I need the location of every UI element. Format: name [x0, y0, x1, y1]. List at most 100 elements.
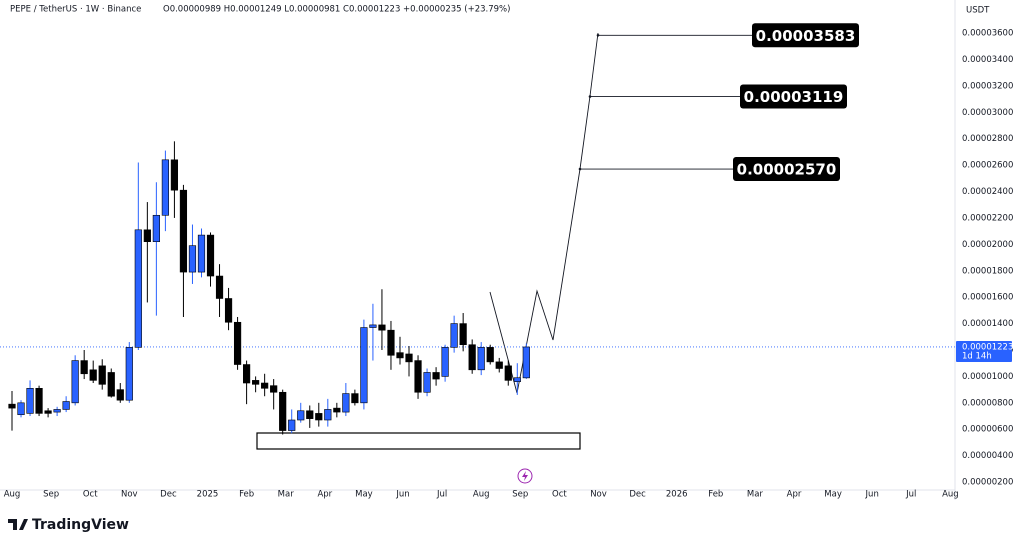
y-tick-label: 0.00002200 [962, 213, 1013, 223]
candle-body [405, 353, 413, 363]
x-tick-label: Aug [4, 490, 21, 500]
y-tick-label: 0.00000200 [962, 478, 1013, 488]
candle-body [486, 347, 494, 363]
candle-body [396, 352, 404, 359]
x-tick-label: Feb [239, 490, 254, 500]
candle-body [369, 324, 377, 328]
x-tick-label: Apr [787, 490, 802, 500]
candle-body [477, 347, 485, 371]
x-tick-label: Nov [590, 490, 607, 500]
candle-body [441, 347, 449, 377]
target-box [752, 23, 859, 48]
event-icon-bolt [522, 471, 528, 481]
candle-body [35, 388, 43, 414]
candle-body [17, 402, 25, 416]
x-tick-label: Apr [317, 490, 332, 500]
candle-body [44, 410, 52, 414]
price-tag-box [956, 340, 1012, 362]
brand: TradingView [32, 517, 129, 533]
y-tick-label: 0.00003400 [962, 55, 1013, 65]
price-tag-label: 0.00001223 [962, 342, 1013, 352]
y-tick-label: 0.00002600 [962, 161, 1013, 171]
candle-body [306, 410, 314, 419]
candle-body [215, 275, 224, 299]
candle-body [378, 324, 386, 331]
x-tick-label: Jun [395, 490, 409, 500]
candle-body [206, 234, 215, 277]
candle-body [8, 403, 16, 409]
y-tick-label: 0.00000600 [962, 425, 1013, 435]
y-tick-label: 0.00003600 [962, 29, 1013, 39]
candle-body [116, 389, 124, 401]
candle-body [297, 410, 305, 421]
x-tick-label: Dec [160, 490, 177, 500]
candle-body [98, 365, 106, 385]
candle-body [261, 382, 269, 389]
logo: TradingView [8, 517, 129, 533]
y-tick-label: 0.00000800 [962, 398, 1013, 408]
candle-body [279, 391, 287, 431]
price-tag-countdown: 1d 14h [962, 351, 992, 361]
x-tick-label: Sep [512, 490, 528, 500]
x-tick-label: Dec [629, 490, 646, 500]
x-tick-label: 2026 [666, 490, 688, 500]
candle-body [197, 234, 206, 273]
candle-body [188, 245, 197, 273]
candle-body [179, 189, 188, 273]
event-icon [517, 468, 533, 484]
x-tick-label: Oct [83, 490, 98, 500]
candle-body [522, 346, 530, 379]
candle-body [360, 327, 368, 404]
y-tick-label: 0.00002800 [962, 134, 1013, 144]
candle-body [432, 372, 440, 380]
candle-body [450, 323, 458, 348]
candle-body [224, 298, 233, 323]
candle-body [504, 365, 512, 381]
x-tick-label: Jun [865, 490, 879, 500]
support-zone [256, 432, 581, 450]
target-point [578, 167, 582, 171]
candle-body [53, 409, 61, 413]
target-point [596, 33, 600, 37]
candle-body [26, 388, 34, 414]
y-tick-label: 0.00001800 [962, 266, 1013, 276]
candle-body [134, 229, 142, 348]
candle-body [459, 323, 467, 346]
candle-body [414, 360, 422, 393]
currency: USDT [966, 6, 990, 16]
candle-body [270, 385, 278, 393]
candle-body [324, 409, 332, 421]
candle-body [252, 380, 260, 385]
candle-body [423, 372, 431, 393]
y-tick-label: 0.00003200 [962, 81, 1013, 91]
x-tick-label: Sep [43, 490, 59, 500]
y-tick-label: 0.00000400 [962, 451, 1013, 461]
y-tick-label: 0.00002400 [962, 187, 1013, 197]
x-tick-label: Jul [905, 490, 916, 500]
x-tick-label: Mar [747, 490, 764, 500]
candle-body [342, 393, 350, 413]
candle-body [513, 377, 521, 382]
candle-body [125, 347, 133, 401]
y-tick-label: 0.00002000 [962, 240, 1013, 250]
symbol-title: PEPE / TetherUS · 1W · Binance [10, 5, 141, 15]
x-tick-label: Nov [121, 490, 138, 500]
x-tick-label: Mar [278, 490, 295, 500]
candle-body [152, 214, 160, 242]
x-tick-label: Jul [436, 490, 447, 500]
candle-body [62, 401, 70, 410]
candle-body [170, 159, 179, 191]
target-point [588, 95, 592, 98]
candle-body [495, 361, 503, 369]
candle-body [351, 393, 359, 404]
x-tick-label: Aug [942, 490, 959, 500]
candle-body [243, 364, 251, 384]
y-tick-label: 0.00001400 [962, 319, 1013, 329]
logo-mark [8, 519, 28, 530]
candle-body [89, 369, 97, 381]
x-tick-label: Aug [473, 490, 490, 500]
candle-body [233, 321, 242, 365]
y-tick-label: 0.00001600 [962, 293, 1013, 303]
candle-body [161, 159, 169, 216]
